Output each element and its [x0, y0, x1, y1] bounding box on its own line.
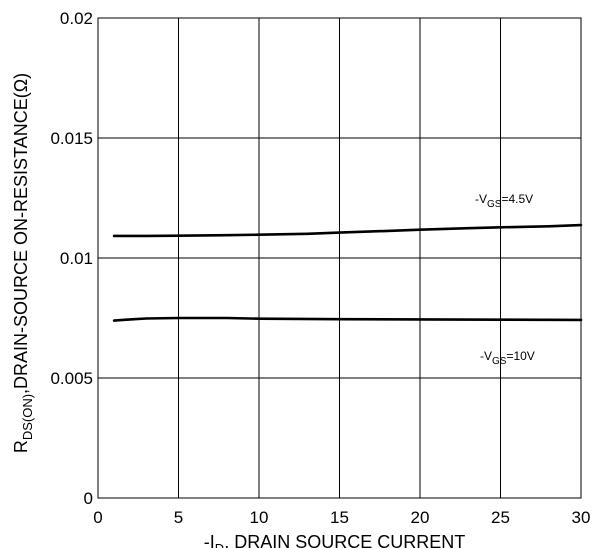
series-layer: [112, 223, 583, 322]
x-tick-label: 10: [250, 508, 269, 527]
x-tick-label: 20: [411, 508, 430, 527]
grid: [97, 17, 582, 499]
x-tick-label: 15: [330, 508, 349, 527]
x-tick-label: 25: [491, 508, 510, 527]
series-label-1: -VGS=4.5V: [475, 192, 533, 210]
y-axis-title: RDS(ON),DRAIN-SOURCE ON-RESISTANCE(Ω): [11, 73, 35, 453]
y-axis-title-suffix: ,DRAIN-SOURCE ON-RESISTANCE(Ω): [11, 73, 31, 394]
y-tick-label: 0.005: [50, 369, 93, 388]
y-tick-labels: 0 0.005 0.01 0.015 0.02: [50, 9, 93, 508]
x-tick-labels: 0 5 10 15 20 25 30: [93, 508, 590, 527]
series-line-1: [112, 223, 583, 238]
plot-frame: [97, 17, 582, 499]
y-tick-label: 0.015: [50, 129, 93, 148]
series-labels: -VGS=4.5V -VGS=10V: [475, 192, 535, 367]
x-axis-title-sub: D: [215, 541, 224, 548]
y-tick-label: 0.01: [60, 249, 93, 268]
y-tick-label: 0.02: [60, 9, 93, 28]
x-tick-label: 5: [174, 508, 183, 527]
y-axis-title-prefix: R: [11, 440, 31, 453]
x-axis-title: -ID, DRAIN SOURCE CURRENT: [204, 532, 465, 548]
x-axis-title-prefix: -I: [204, 532, 215, 548]
series-label-2: -VGS=10V: [480, 349, 535, 367]
x-tick-label: 0: [93, 508, 102, 527]
x-tick-label: 30: [572, 508, 591, 527]
x-axis-title-suffix: , DRAIN SOURCE CURRENT: [224, 532, 465, 548]
y-tick-label: 0: [84, 489, 93, 508]
y-axis-title-sub: DS(ON): [20, 394, 35, 440]
series-line-2: [112, 316, 583, 322]
